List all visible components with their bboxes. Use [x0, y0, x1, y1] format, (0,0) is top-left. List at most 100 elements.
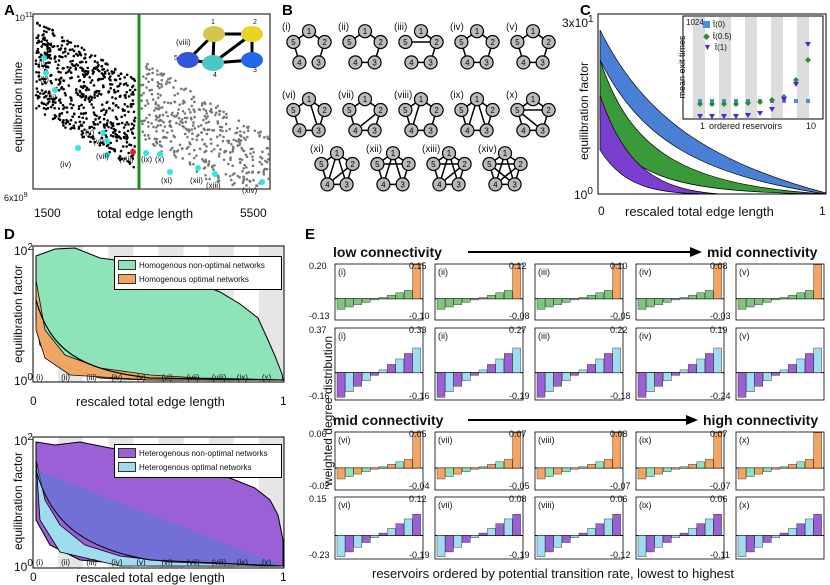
- svg-text:1: 1: [391, 149, 396, 158]
- scatter-point: [178, 143, 182, 147]
- scatter-point: [88, 100, 92, 103]
- scatter-point: [238, 176, 241, 179]
- scatter-point: [147, 72, 151, 76]
- scatter-point: [204, 160, 208, 164]
- scatter-point: [109, 86, 112, 90]
- svg-text:3: 3: [316, 58, 321, 67]
- scatter-point: [210, 149, 214, 153]
- scatter-point: [41, 33, 44, 37]
- e-ytick-max: 0.37: [309, 325, 327, 335]
- scatter-point: [58, 98, 62, 101]
- scatter-point: [160, 82, 163, 86]
- scatter-point: [174, 155, 178, 159]
- scatter-point: [82, 48, 86, 52]
- a-xtick-left: 1500: [34, 206, 61, 220]
- scatter-point: [126, 105, 129, 108]
- scatter-point: [45, 30, 48, 34]
- scatter-point: [62, 67, 65, 70]
- svg-text:2: 2: [546, 106, 551, 115]
- scatter-point: [42, 102, 46, 106]
- scatter-point: [107, 77, 111, 80]
- scatter-point: [250, 171, 254, 174]
- scatter-point: [36, 21, 39, 25]
- panel-e-label: E: [305, 226, 316, 243]
- svg-text:2: 2: [490, 106, 495, 115]
- scatter-point: [192, 156, 196, 160]
- scatter-point: [112, 88, 116, 92]
- svg-text:4: 4: [409, 58, 414, 67]
- scatter-point: [95, 89, 99, 93]
- scatter-point: [82, 112, 85, 116]
- scatter-point: [223, 149, 227, 153]
- scatter-point: [209, 110, 213, 113]
- scatter-point: [64, 93, 68, 97]
- degree-bar: [654, 535, 663, 548]
- svg-text:2: 2: [378, 38, 383, 47]
- scatter-point: [185, 116, 189, 120]
- scatter-point: [61, 121, 65, 125]
- e-ytick-max: 0.19: [710, 325, 728, 335]
- scatter-point: [241, 169, 244, 173]
- scatter-point: [260, 157, 264, 160]
- scatter-point: [96, 68, 100, 72]
- scatter-point: [266, 135, 269, 138]
- scatter-point: [100, 72, 104, 75]
- scatter-point: [91, 72, 95, 75]
- band-label: (v): [136, 373, 146, 382]
- scatter-point: [185, 127, 188, 131]
- svg-text:1: 1: [447, 149, 452, 158]
- degree-bar: [495, 358, 504, 373]
- scatter-point: [93, 93, 96, 97]
- scatter-point: [183, 116, 187, 120]
- scatter-point: [155, 141, 159, 145]
- scatter-point: [260, 162, 264, 166]
- legend-swatch: [118, 448, 136, 458]
- scatter-point: [119, 94, 122, 98]
- degree-bar: [436, 372, 446, 398]
- scatter-point: [105, 121, 109, 125]
- degree-bar: [562, 372, 571, 382]
- scatter-point: [141, 119, 145, 123]
- degree-bar: [679, 466, 689, 469]
- inset-marker-t1: [769, 107, 775, 112]
- degree-bar: [604, 290, 613, 299]
- scatter-point: [161, 74, 164, 77]
- scatter-point: [64, 126, 67, 129]
- scatter-point: [61, 67, 65, 70]
- scatter-point: [84, 53, 87, 56]
- degree-bar: [671, 535, 680, 538]
- degree-bar: [754, 467, 763, 475]
- scatter-point: [97, 117, 101, 120]
- degree-bar: [436, 467, 446, 480]
- degree-bar: [578, 369, 588, 373]
- degree-bar: [813, 264, 822, 299]
- scatter-point: [267, 152, 271, 156]
- scatter-point: [42, 106, 46, 110]
- scatter-point: [219, 128, 222, 132]
- scatter-point: [172, 149, 176, 153]
- scatter-point: [163, 100, 166, 104]
- degree-bar: [679, 369, 689, 373]
- scatter-point: [144, 77, 148, 80]
- scatter-point: [205, 117, 208, 120]
- scatter-point: [70, 106, 74, 110]
- a-inset-n2: 2: [253, 19, 257, 26]
- scatter-point: [208, 109, 212, 113]
- scatter-point: [174, 115, 178, 118]
- scatter-point: [216, 174, 220, 178]
- e-chart-tag: (vi): [338, 435, 351, 445]
- degree-bar: [412, 514, 421, 536]
- degree-bar: [587, 364, 596, 373]
- band-label: (ii): [61, 558, 70, 567]
- scatter-point: [82, 121, 86, 124]
- e-ytick-min: -0.07: [710, 481, 731, 491]
- legend-text: Heterogenous optimal networks: [139, 462, 252, 472]
- scatter-point: [151, 67, 154, 70]
- scatter-point: [106, 63, 109, 66]
- c-xtick-right: 1: [819, 204, 826, 218]
- e-ytick-min: -0.24: [710, 391, 731, 401]
- scatter-point: [169, 125, 173, 128]
- degree-bar: [813, 432, 822, 469]
- scatter-point: [103, 75, 107, 79]
- degree-bar: [545, 535, 554, 553]
